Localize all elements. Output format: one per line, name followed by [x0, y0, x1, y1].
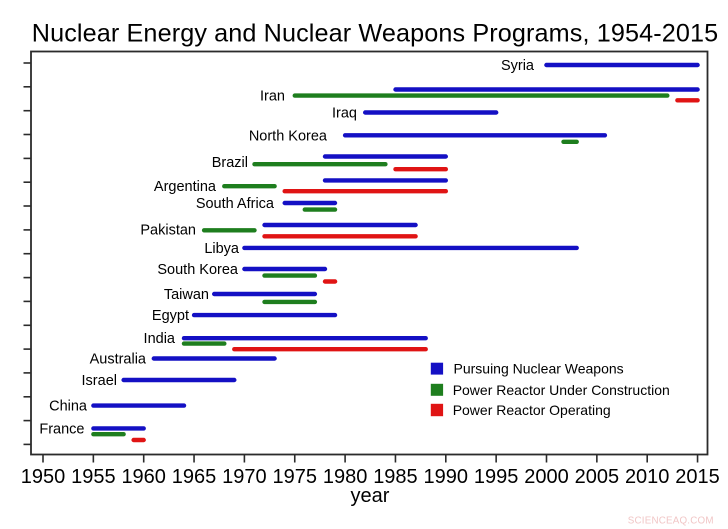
svg-text:1980: 1980	[323, 466, 368, 488]
svg-text:2000: 2000	[524, 466, 569, 488]
svg-text:1995: 1995	[474, 466, 519, 488]
svg-text:1960: 1960	[121, 466, 166, 488]
svg-text:South Africa: South Africa	[196, 196, 275, 212]
svg-text:Libya: Libya	[204, 241, 240, 257]
svg-text:Power Reactor Under Constructi: Power Reactor Under Construction	[453, 382, 670, 398]
svg-text:Power Reactor Operating: Power Reactor Operating	[453, 402, 611, 418]
svg-text:2010: 2010	[625, 466, 670, 488]
svg-text:Iraq: Iraq	[332, 106, 357, 122]
svg-text:India: India	[144, 331, 176, 347]
svg-text:North Korea: North Korea	[249, 128, 328, 144]
svg-text:Syria: Syria	[501, 58, 535, 74]
svg-text:1970: 1970	[222, 466, 267, 488]
svg-text:Pursuing Nuclear Weapons: Pursuing Nuclear Weapons	[454, 361, 624, 377]
svg-text:Israel: Israel	[82, 373, 117, 389]
svg-text:Egypt: Egypt	[152, 308, 189, 324]
svg-text:1990: 1990	[424, 466, 469, 488]
svg-text:Iran: Iran	[260, 89, 285, 105]
svg-text:China: China	[49, 399, 88, 415]
svg-text:1985: 1985	[373, 466, 418, 488]
svg-text:Argentina: Argentina	[154, 179, 217, 195]
svg-text:Brazil: Brazil	[212, 155, 248, 171]
svg-text:2015: 2015	[675, 466, 720, 488]
svg-text:2005: 2005	[575, 466, 620, 488]
svg-text:Pakistan: Pakistan	[140, 222, 196, 238]
svg-text:1955: 1955	[71, 466, 116, 488]
svg-text:year: year	[351, 485, 390, 507]
svg-text:1950: 1950	[21, 466, 66, 488]
svg-text:France: France	[39, 421, 84, 437]
svg-text:1975: 1975	[273, 466, 318, 488]
svg-text:1965: 1965	[172, 466, 217, 488]
svg-text:Australia: Australia	[90, 352, 147, 368]
svg-text:South Korea: South Korea	[157, 262, 239, 278]
svg-text:Nuclear Energy and Nuclear Wea: Nuclear Energy and Nuclear Weapons Progr…	[32, 20, 718, 48]
svg-text:SCIENCEAQ.COM: SCIENCEAQ.COM	[628, 516, 714, 527]
svg-text:Taiwan: Taiwan	[164, 287, 209, 303]
